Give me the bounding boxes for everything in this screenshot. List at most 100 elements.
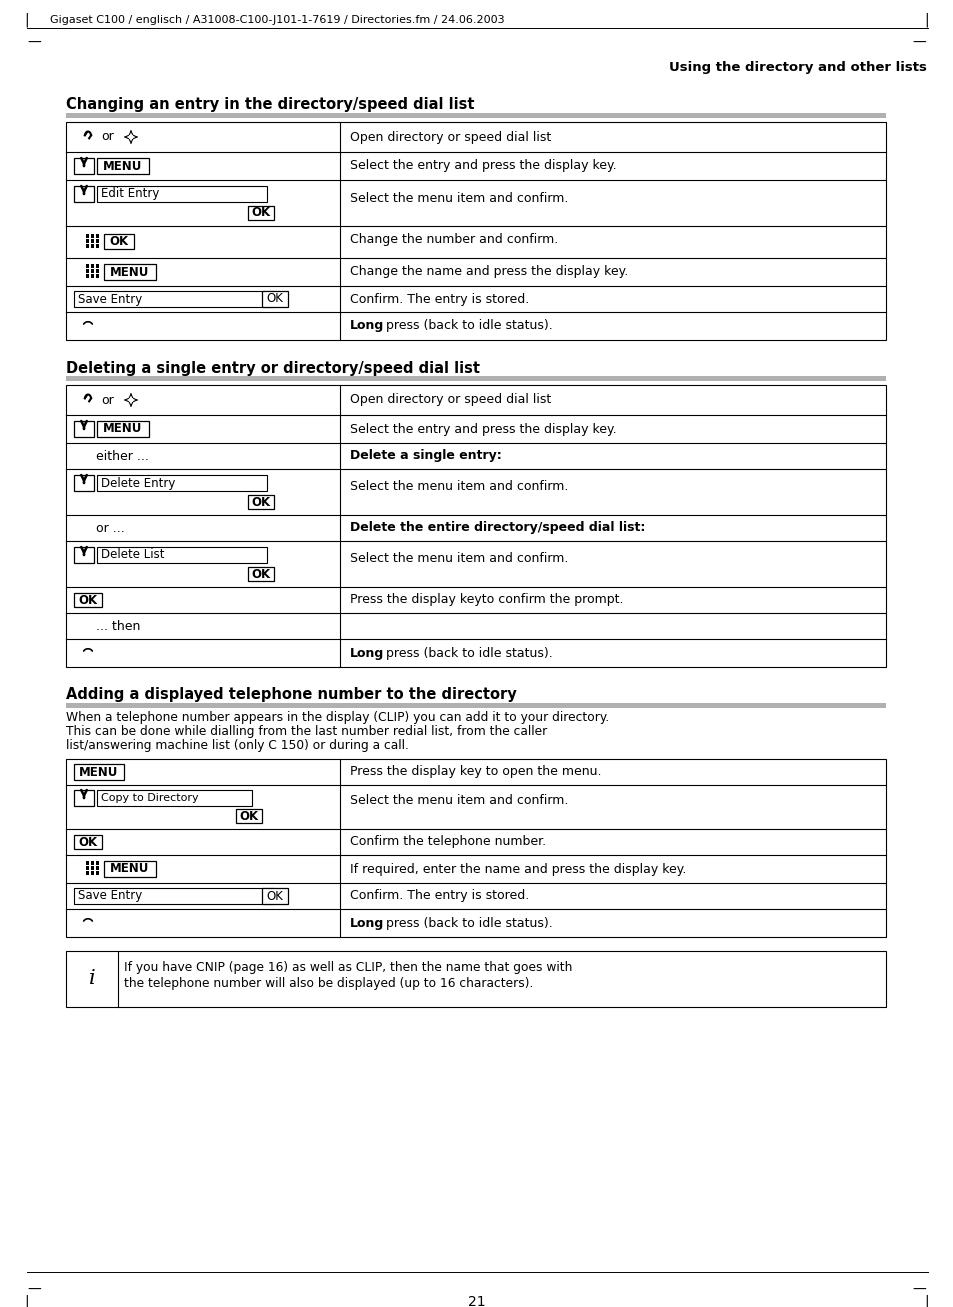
Text: Open directory or speed dial list: Open directory or speed dial list (350, 393, 551, 406)
Bar (97, 421, 149, 437)
Bar (91, 244, 94, 247)
Bar (97, 186, 267, 203)
Bar (97, 548, 267, 563)
Text: MENU: MENU (111, 863, 150, 876)
Bar (91, 867, 94, 869)
Bar (96, 244, 99, 247)
Text: i: i (89, 970, 95, 988)
Circle shape (74, 268, 82, 276)
Bar (235, 809, 262, 823)
Text: MENU: MENU (79, 766, 118, 779)
Bar (262, 887, 288, 904)
Text: OK: OK (252, 207, 271, 220)
Text: OK: OK (78, 835, 97, 848)
Text: Long: Long (350, 916, 384, 929)
Text: |: | (923, 1295, 928, 1307)
Text: OK: OK (266, 890, 283, 903)
Text: Select the menu item and confirm.: Select the menu item and confirm. (350, 553, 568, 566)
Bar (66, 951, 885, 1006)
Text: Long: Long (350, 319, 384, 332)
Bar (91, 870, 94, 874)
Text: Select the menu item and confirm.: Select the menu item and confirm. (350, 192, 568, 204)
Text: Edit Entry: Edit Entry (101, 187, 159, 200)
Text: the telephone number will also be displayed (up to 16 characters).: the telephone number will also be displa… (124, 976, 533, 989)
Bar (248, 207, 274, 220)
Bar (86, 234, 90, 238)
Bar (66, 376, 885, 382)
Text: Delete a single entry:: Delete a single entry: (350, 450, 501, 463)
Text: or: or (102, 393, 114, 406)
Bar (262, 291, 288, 307)
Bar (97, 474, 267, 491)
Text: press (back to idle status).: press (back to idle status). (381, 319, 552, 332)
Text: either ...: either ... (96, 450, 149, 463)
Text: |: | (25, 1295, 30, 1307)
Text: —: — (27, 37, 41, 50)
Text: Select the entry and press the display key.: Select the entry and press the display k… (350, 422, 616, 435)
Bar (86, 244, 90, 247)
Text: ... then: ... then (96, 620, 140, 633)
Bar (74, 421, 94, 437)
Text: Press the display key​to confirm the prompt.: Press the display key​to confirm the pro… (350, 593, 623, 606)
Bar (91, 861, 94, 864)
Bar (74, 593, 102, 606)
Text: —: — (27, 1283, 41, 1297)
Text: Adding a displayed telephone number to the directory: Adding a displayed telephone number to t… (66, 687, 517, 702)
Text: Select the menu item and confirm.: Select the menu item and confirm. (350, 481, 568, 494)
Bar (96, 867, 99, 869)
Text: Save Entry: Save Entry (78, 890, 142, 903)
Text: Delete the entire directory/speed dial list:: Delete the entire directory/speed dial l… (350, 521, 644, 535)
Text: or: or (102, 131, 114, 144)
Text: press (back to idle status).: press (back to idle status). (381, 647, 552, 660)
Text: or ...: or ... (96, 521, 125, 535)
Text: If you have CNIP (page 16) as well as CLIP, then the name that goes with: If you have CNIP (page 16) as well as CL… (124, 961, 572, 974)
Text: Change the name and press the display key.: Change the name and press the display ke… (350, 265, 628, 278)
Text: OK: OK (110, 235, 129, 248)
Bar (74, 548, 94, 563)
Bar (66, 703, 885, 708)
Text: Delete List: Delete List (101, 549, 164, 562)
Bar (74, 835, 102, 850)
Text: Open directory or speed dial list: Open directory or speed dial list (350, 131, 551, 144)
Bar (96, 870, 99, 874)
Text: |: | (25, 13, 30, 27)
Bar (96, 269, 99, 272)
Text: MENU: MENU (103, 159, 143, 173)
Text: Gigaset C100 / englisch / A31008-C100-J101-1-7619 / Directories.fm / 24.06.2003: Gigaset C100 / englisch / A31008-C100-J1… (50, 14, 504, 25)
Text: OK: OK (239, 809, 258, 822)
Bar (104, 234, 133, 250)
Bar (86, 861, 90, 864)
Bar (74, 474, 94, 491)
Bar (96, 239, 99, 243)
Text: Long: Long (350, 647, 384, 660)
Text: —: — (911, 1283, 924, 1297)
Bar (86, 867, 90, 869)
Bar (248, 567, 274, 582)
Bar (91, 234, 94, 238)
Text: Copy to Directory: Copy to Directory (101, 793, 198, 802)
Bar (66, 386, 885, 667)
Text: MENU: MENU (111, 265, 150, 278)
Bar (248, 495, 274, 508)
Bar (66, 122, 885, 340)
Bar (74, 887, 274, 904)
Circle shape (74, 865, 82, 873)
Text: —: — (911, 37, 924, 50)
Bar (91, 274, 94, 277)
Text: Changing an entry in the directory/speed dial list: Changing an entry in the directory/speed… (66, 98, 474, 112)
Bar (97, 789, 252, 806)
Bar (86, 269, 90, 272)
Text: |: | (923, 13, 928, 27)
Text: OK: OK (266, 293, 283, 306)
Text: Select the entry and press the display key.: Select the entry and press the display k… (350, 159, 616, 173)
Bar (74, 291, 274, 307)
Text: Using the directory and other lists: Using the directory and other lists (668, 60, 926, 73)
Bar (104, 861, 156, 877)
Bar (74, 789, 94, 806)
Bar (74, 158, 94, 174)
Text: Select the menu item and confirm.: Select the menu item and confirm. (350, 795, 568, 808)
Text: Confirm. The entry is stored.: Confirm. The entry is stored. (350, 293, 529, 306)
Text: Save Entry: Save Entry (78, 293, 142, 306)
Bar (96, 861, 99, 864)
Text: press (back to idle status).: press (back to idle status). (381, 916, 552, 929)
